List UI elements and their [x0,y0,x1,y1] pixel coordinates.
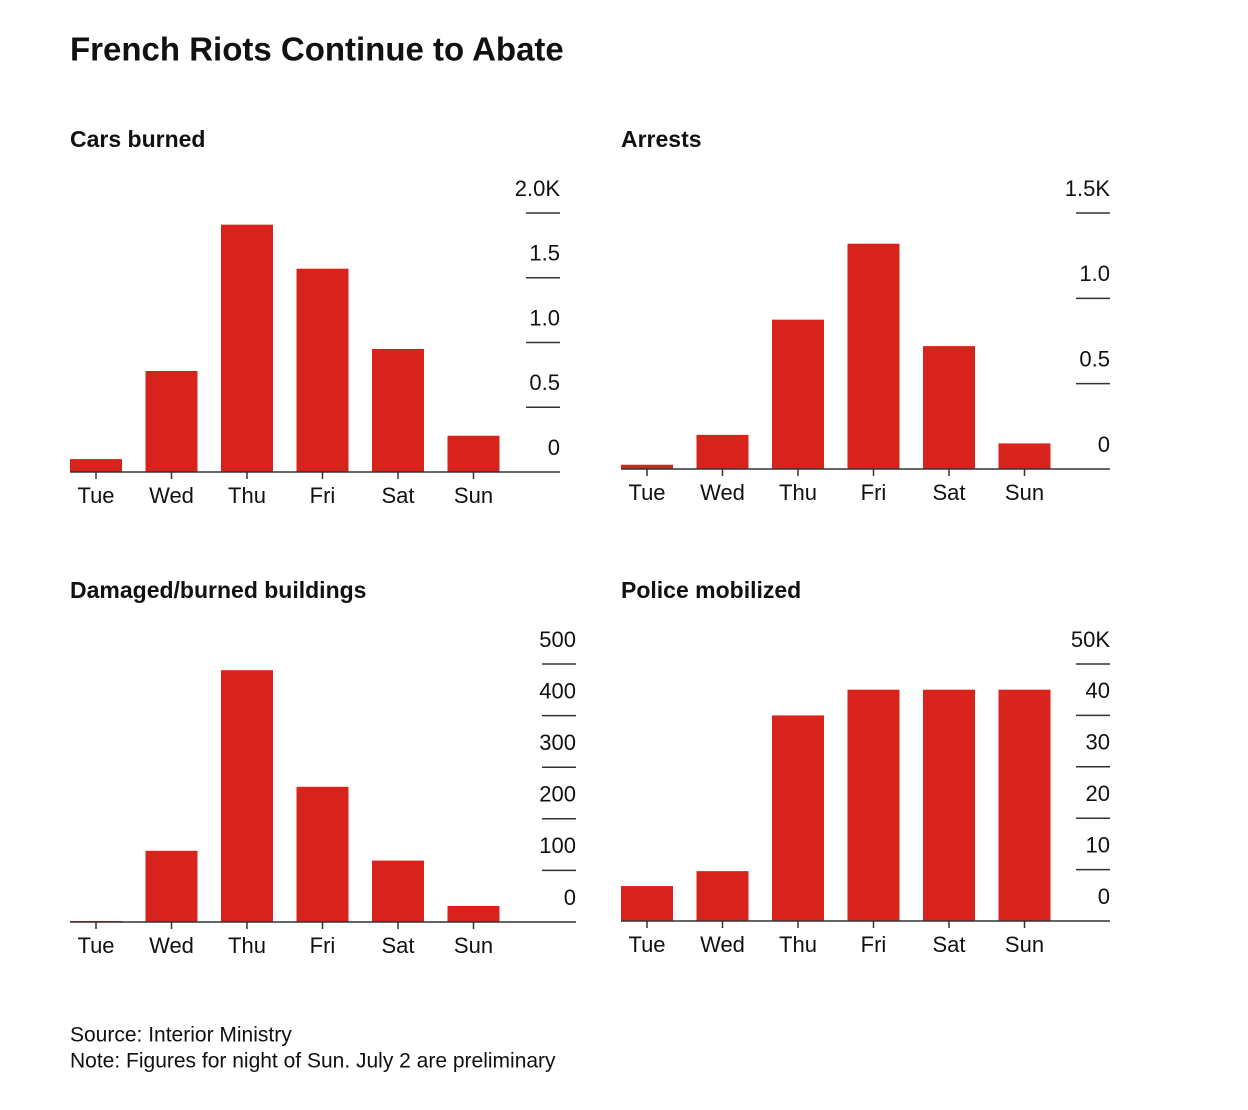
x-tick-label: Sun [454,933,493,958]
panel-title: Damaged/burned buildings [70,577,366,603]
bar [696,434,749,469]
y-tick-label: 1.0 [1079,261,1110,286]
bar [447,906,500,922]
x-tick-label: Wed [149,483,194,508]
y-tick-label: 40 [1086,678,1110,703]
y-tick-label: 100 [539,833,576,858]
y-tick-label: 1.0 [529,305,560,330]
x-tick-label: Tue [628,932,665,957]
y-tick-label: 0 [548,435,560,460]
bar [296,268,349,472]
bar [772,715,824,921]
y-tick-label: 50K [1071,627,1110,652]
y-tick-label: 300 [539,730,576,755]
bar [998,443,1051,469]
y-tick-label: 20 [1086,781,1110,806]
bar [847,243,900,469]
panel-title: Police mobilized [621,577,801,603]
x-tick-label: Fri [861,480,887,505]
x-tick-label: Fri [310,933,336,958]
y-tick-label: 0.5 [529,370,560,395]
panel-title: Arrests [621,126,702,152]
x-tick-label: Wed [149,933,194,958]
bar [70,459,122,472]
x-tick-label: Sat [932,932,965,957]
x-tick-label: Thu [228,483,266,508]
bar [923,346,975,469]
x-tick-label: Thu [779,932,817,957]
x-tick-label: Sat [381,933,414,958]
bar [372,348,424,472]
y-tick-label: 0.5 [1079,346,1110,371]
bar [772,319,824,469]
y-tick-label: 500 [539,627,576,652]
x-tick-label: Sat [932,480,965,505]
panel-title: Cars burned [70,126,205,152]
x-tick-label: Sun [1005,932,1044,957]
source: Source: Interior Ministry [70,1024,292,1047]
x-tick-label: Sat [381,483,414,508]
bar [221,224,273,472]
bar [145,370,198,472]
bar [447,435,500,472]
x-tick-label: Fri [861,932,887,957]
bar [296,786,349,922]
x-tick-label: Wed [700,480,745,505]
bar [923,689,975,921]
bar [621,464,673,469]
x-tick-label: Tue [77,483,114,508]
y-tick-label: 0 [1098,884,1110,909]
y-tick-label: 1.5K [1065,176,1111,201]
chart-title: French Riots Continue to Abate [70,31,564,68]
y-tick-label: 2.0K [515,176,561,201]
bar [621,886,673,921]
bar [145,850,198,922]
x-tick-label: Tue [77,933,114,958]
y-tick-label: 400 [539,678,576,703]
x-tick-label: Thu [779,480,817,505]
x-tick-label: Fri [310,483,336,508]
y-tick-label: 1.5 [529,241,560,266]
bar [372,860,424,922]
x-tick-label: Thu [228,933,266,958]
bar [847,689,900,921]
y-tick-label: 200 [539,782,576,807]
x-tick-label: Sun [454,483,493,508]
y-tick-label: 30 [1086,730,1110,755]
note: Note: Figures for night of Sun. July 2 a… [70,1050,556,1073]
bar [221,670,273,922]
x-tick-label: Sun [1005,480,1044,505]
y-tick-label: 0 [1098,432,1110,457]
x-tick-label: Wed [700,932,745,957]
x-tick-label: Tue [628,480,665,505]
y-tick-label: 10 [1086,832,1110,857]
bar [998,689,1051,921]
y-tick-label: 0 [564,885,576,910]
bar [696,871,749,921]
